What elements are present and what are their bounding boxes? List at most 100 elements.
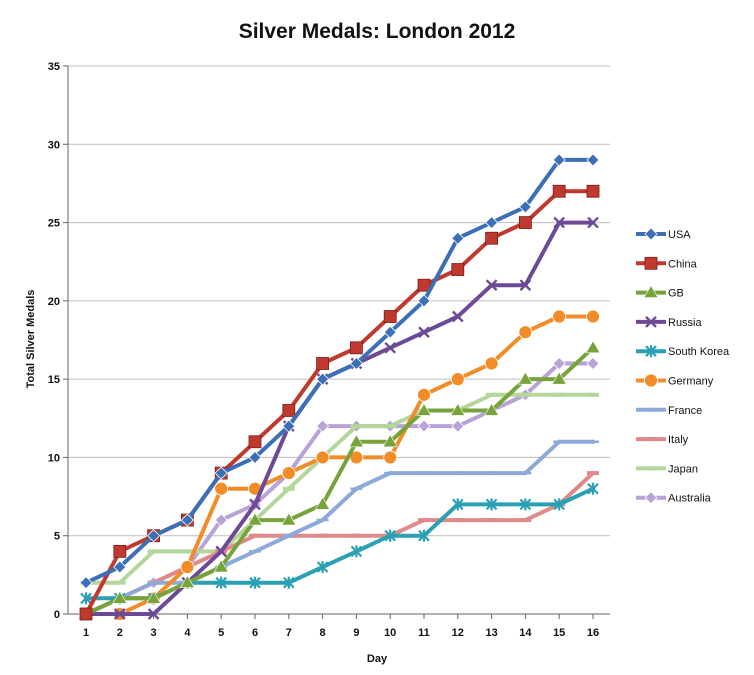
- legend-item-japan: Japan: [636, 463, 698, 475]
- x-tick-label: 12: [452, 627, 464, 639]
- data-point: [113, 608, 126, 620]
- x-tick-label: 1: [83, 627, 89, 639]
- data-point: [249, 498, 261, 511]
- y-tick-label: 20: [48, 296, 60, 308]
- data-point: [551, 371, 567, 385]
- data-point: [282, 404, 296, 417]
- data-point: [519, 498, 532, 511]
- data-point: [382, 434, 398, 448]
- data-point: [553, 498, 565, 511]
- data-point: [552, 309, 567, 324]
- data-point: [249, 576, 261, 589]
- data-point: [418, 471, 430, 476]
- data-point: [348, 434, 364, 448]
- y-tick-label: 25: [48, 218, 60, 230]
- legend-item-china: China: [636, 256, 698, 270]
- legend-label: GB: [668, 288, 684, 300]
- data-point: [384, 341, 397, 354]
- data-point: [451, 263, 465, 276]
- series-line-italy: [84, 471, 595, 616]
- x-tick-label: 16: [587, 627, 599, 639]
- data-point: [484, 356, 499, 371]
- data-point: [383, 310, 397, 323]
- series-group: [78, 153, 601, 621]
- data-point: [179, 575, 195, 588]
- x-tick-label: 13: [485, 627, 497, 639]
- x-tick-label: 9: [353, 627, 359, 639]
- legend-label: South Korea: [668, 346, 730, 358]
- legend-label: Germany: [668, 376, 714, 388]
- x-tick-label: 8: [320, 627, 326, 639]
- data-point: [417, 419, 431, 433]
- data-point: [113, 560, 127, 574]
- data-point: [248, 450, 262, 464]
- data-point: [452, 498, 464, 511]
- legend-item-france: France: [636, 405, 702, 417]
- data-point: [587, 482, 599, 495]
- data-point: [315, 450, 330, 465]
- data-point: [316, 518, 329, 523]
- data-point: [587, 439, 599, 444]
- legend: USA China GB Russia South Korea Germany France…: [636, 227, 730, 505]
- data-point: [553, 439, 566, 444]
- data-point: [315, 496, 331, 510]
- data-point: [384, 471, 397, 476]
- x-tick-label: 11: [418, 627, 430, 639]
- data-point: [418, 529, 430, 542]
- legend-label: USA: [668, 229, 691, 241]
- data-point: [518, 200, 532, 214]
- data-point: [450, 372, 465, 387]
- data-point: [214, 481, 229, 496]
- legend-marker: [643, 285, 659, 298]
- data-point: [349, 356, 363, 371]
- data-point: [417, 278, 431, 292]
- data-point: [215, 576, 227, 589]
- series-line-russia: [84, 220, 595, 616]
- data-point: [281, 466, 296, 480]
- data-point: [485, 216, 499, 230]
- series-gb: [78, 340, 601, 620]
- legend-item-usa: USA: [636, 227, 691, 241]
- data-point: [586, 309, 600, 324]
- legend-label: Italy: [668, 434, 689, 446]
- data-point: [451, 419, 465, 433]
- data-point: [350, 545, 363, 558]
- data-point: [349, 341, 363, 355]
- series-usa: [79, 153, 600, 590]
- y-tick-label: 15: [48, 374, 60, 386]
- legend-marker: [644, 256, 658, 270]
- data-point: [79, 607, 93, 621]
- data-point: [383, 450, 398, 465]
- data-point: [586, 184, 600, 198]
- legend-item-australia: Australia: [636, 491, 712, 505]
- x-tick-label: 4: [184, 627, 191, 639]
- legend-label: Australia: [668, 493, 712, 505]
- data-point: [552, 153, 566, 167]
- data-point: [586, 356, 600, 371]
- data-point: [214, 513, 228, 527]
- data-point: [350, 486, 363, 491]
- data-point: [451, 310, 464, 323]
- data-point: [146, 590, 162, 604]
- series-japan: [80, 392, 599, 585]
- data-point: [214, 466, 228, 480]
- x-tick-label: 10: [384, 627, 396, 639]
- series-line-australia: [84, 361, 595, 616]
- y-tick-label: 35: [48, 61, 60, 73]
- y-axis-title: Total Silver Medals: [25, 290, 37, 389]
- data-point: [383, 325, 397, 339]
- data-point: [213, 559, 229, 573]
- legend-marker: [645, 407, 657, 412]
- data-point: [147, 580, 160, 585]
- data-point: [316, 372, 330, 386]
- y-tick-label: 5: [54, 531, 60, 543]
- x-tick-label: 6: [252, 627, 258, 639]
- data-point: [552, 356, 566, 371]
- legend-marker: [645, 316, 657, 328]
- data-point: [485, 498, 498, 511]
- data-point: [485, 279, 498, 292]
- data-point: [416, 402, 432, 416]
- series-line-gb: [84, 345, 595, 616]
- legend-item-russia: Russia: [636, 316, 703, 329]
- series-china: [79, 184, 600, 621]
